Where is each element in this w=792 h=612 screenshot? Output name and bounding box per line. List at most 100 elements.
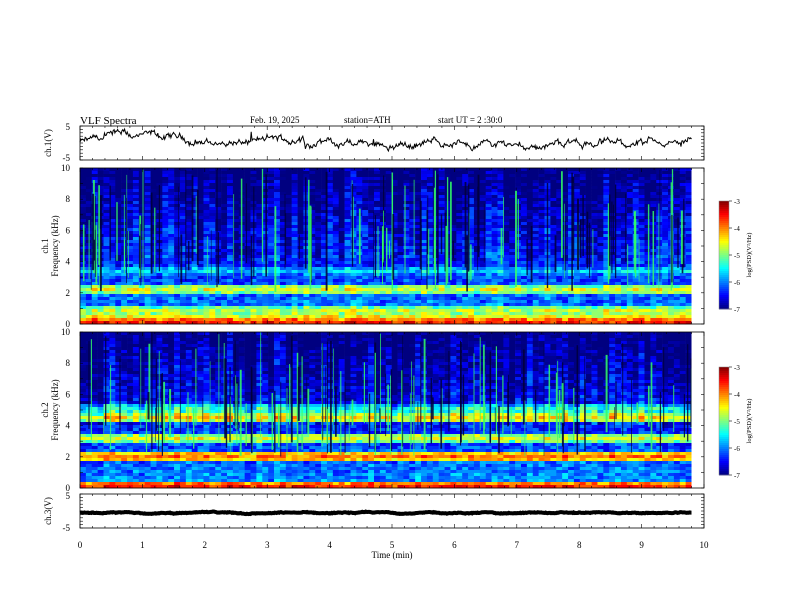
spectrogram-cell [603,180,610,184]
spectrogram-cell [638,261,645,265]
spectrogram-cell [615,294,622,298]
spectrogram-cell [109,213,116,217]
spectrogram-cell [332,282,340,286]
spectrogram-cell [503,237,510,241]
spectrogram-cell [162,222,169,226]
spectrogram-cell [203,306,210,310]
spectrogram-cell [591,210,598,214]
spectrogram-cell [321,288,328,292]
spectrogram-cell [426,207,434,211]
spectrogram-cell [127,279,134,283]
spectrogram-cell [456,228,463,232]
spectrogram-cell [297,198,304,202]
spectrogram-cell [438,303,445,307]
spectrogram-cell [538,180,545,184]
spectrogram-cell [503,234,510,238]
spectrogram-cell [644,255,651,259]
spectrogram-cell [626,246,634,250]
spectrogram-cell [479,216,487,220]
spectrogram-cell [385,207,392,211]
spectrogram-cell [197,243,204,247]
spectrogram-cell [521,207,528,211]
spectrogram-cell [132,174,140,178]
spectrogram-cell [438,171,445,175]
spectrogram-cell [109,201,116,205]
spectrogram-cell [268,282,275,286]
spectrogram-cell [115,249,122,253]
spectrogram-cell [256,291,263,295]
spectrogram-cell [632,183,639,187]
spectrogram-cell [80,183,87,187]
spectrogram-cell [338,255,345,259]
spectrogram-cell [338,270,345,274]
spectrogram-cell [232,300,240,304]
spectrogram-cell [203,279,210,283]
spectrogram-cell [479,255,487,259]
spectrogram-cell [450,279,457,283]
spectrogram-cell [491,297,498,301]
spectrogram-cell [515,300,522,304]
spectrogram-cell [415,228,422,232]
spectrogram-cell [550,201,557,205]
spectrogram-cell [232,306,240,310]
spectrogram-cell [250,297,257,301]
spectrogram-cell [603,255,610,259]
spectrogram-cell [344,171,351,175]
spectrogram-cell [338,201,345,205]
spectrogram-cell [497,222,504,226]
spectrogram-cell [591,168,598,172]
spectrogram-cell [426,195,434,199]
spectrogram-cell [291,300,298,304]
spectrogram-cell [456,177,463,181]
spectrogram-cell [185,273,193,277]
spectrogram-cell [315,261,322,265]
spectrogram-cell [150,258,157,262]
spectrogram-cell [479,297,487,301]
spectrogram-cell [262,303,269,307]
spectrogram-cell [368,213,375,217]
spectrogram-cell [550,210,557,214]
spectrogram-cell [509,216,516,220]
spectrogram-cell [285,270,292,274]
spectrogram-cell [391,177,398,181]
spectrogram-cell [250,300,257,304]
spectrogram-cell [662,240,669,244]
spectrogram-cell [438,198,445,202]
spectrogram-cell [509,207,516,211]
spectrogram-cell [391,222,398,226]
spectrogram-cell [279,192,287,196]
spectrogram-cell [585,249,592,253]
spectrogram-cell [656,270,663,274]
spectrogram-cell [585,204,592,208]
spectrogram-cell [550,240,557,244]
spectrogram-cell [209,210,216,214]
spectrogram-cell [526,279,534,283]
spectrogram-cell [579,174,586,178]
spectrogram-cell [462,300,469,304]
spectrogram-cell [256,168,263,172]
spectrogram-cell [462,180,469,184]
spectrogram-cell [426,258,434,262]
spectrogram-cell [303,273,310,277]
spectrogram-cell [103,306,110,310]
spectrogram-cell [685,291,692,295]
spectrogram-cell [174,216,181,220]
spectrogram-cell [485,198,492,202]
spectrogram-cell [232,213,240,217]
spectrogram-cell [438,273,445,277]
spectrogram-cell [538,207,545,211]
spectrogram-cell [374,180,381,184]
spectrogram-cell [415,285,422,289]
spectrogram-cell [97,189,104,193]
spectrogram-cell [685,300,692,304]
spectrogram-cell [309,285,316,289]
spectrogram-cell [197,249,204,253]
spectrogram-cell [421,234,428,238]
spectrogram-cell [191,189,198,193]
spectrogram-cell [350,174,357,178]
spectrogram-cell [315,237,322,241]
spectrogram-cell [256,288,263,292]
spectrogram-cell [626,252,634,256]
spectrogram-cell [685,273,692,277]
